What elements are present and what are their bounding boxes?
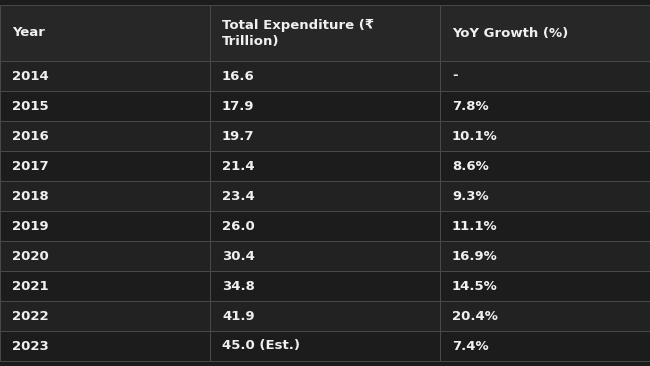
Text: 2023: 2023 [12, 340, 49, 352]
Bar [440, 121, 650, 151]
Bar [0, 5, 210, 61]
Bar [0, 181, 210, 211]
Text: 2022: 2022 [12, 310, 49, 322]
Bar [440, 61, 650, 91]
Bar [440, 271, 650, 301]
Bar [440, 91, 650, 121]
Text: 2018: 2018 [12, 190, 49, 202]
Bar [210, 151, 440, 181]
Text: Total Expenditure (₹
Trillion): Total Expenditure (₹ Trillion) [222, 19, 374, 48]
Bar [0, 121, 210, 151]
Text: 7.8%: 7.8% [452, 100, 489, 112]
Text: 2020: 2020 [12, 250, 49, 262]
Text: YoY Growth (%): YoY Growth (%) [452, 26, 568, 40]
Text: 7.4%: 7.4% [452, 340, 489, 352]
Bar [210, 181, 440, 211]
Text: 20.4%: 20.4% [452, 310, 498, 322]
Bar [0, 61, 210, 91]
Text: 11.1%: 11.1% [452, 220, 498, 232]
Text: 30.4: 30.4 [222, 250, 255, 262]
Text: 17.9: 17.9 [222, 100, 255, 112]
Text: 45.0 (Est.): 45.0 (Est.) [222, 340, 300, 352]
Bar [440, 331, 650, 361]
Bar [440, 151, 650, 181]
Bar [440, 241, 650, 271]
Text: 23.4: 23.4 [222, 190, 255, 202]
Bar [0, 301, 210, 331]
Bar [0, 331, 210, 361]
Bar [440, 211, 650, 241]
Text: 16.6: 16.6 [222, 70, 255, 82]
Bar [440, 5, 650, 61]
Text: 26.0: 26.0 [222, 220, 255, 232]
Text: 2015: 2015 [12, 100, 49, 112]
Bar [0, 241, 210, 271]
Text: 19.7: 19.7 [222, 130, 255, 142]
Text: 21.4: 21.4 [222, 160, 255, 172]
Bar [210, 61, 440, 91]
Bar [440, 301, 650, 331]
Text: 34.8: 34.8 [222, 280, 255, 292]
Bar [0, 271, 210, 301]
Bar [210, 241, 440, 271]
Bar [0, 151, 210, 181]
Text: 2017: 2017 [12, 160, 49, 172]
Text: 2016: 2016 [12, 130, 49, 142]
Bar [210, 271, 440, 301]
Bar [210, 5, 440, 61]
Bar [210, 91, 440, 121]
Text: 9.3%: 9.3% [452, 190, 489, 202]
Bar [210, 301, 440, 331]
Text: 16.9%: 16.9% [452, 250, 498, 262]
Text: 2019: 2019 [12, 220, 49, 232]
Bar [210, 121, 440, 151]
Text: 14.5%: 14.5% [452, 280, 498, 292]
Bar [210, 331, 440, 361]
Bar [210, 211, 440, 241]
Text: 8.6%: 8.6% [452, 160, 489, 172]
Bar [440, 181, 650, 211]
Text: Year: Year [12, 26, 45, 40]
Text: 41.9: 41.9 [222, 310, 255, 322]
Text: 2014: 2014 [12, 70, 49, 82]
Text: -: - [452, 70, 458, 82]
Text: 2021: 2021 [12, 280, 49, 292]
Text: 10.1%: 10.1% [452, 130, 498, 142]
Bar [0, 91, 210, 121]
Bar [0, 211, 210, 241]
